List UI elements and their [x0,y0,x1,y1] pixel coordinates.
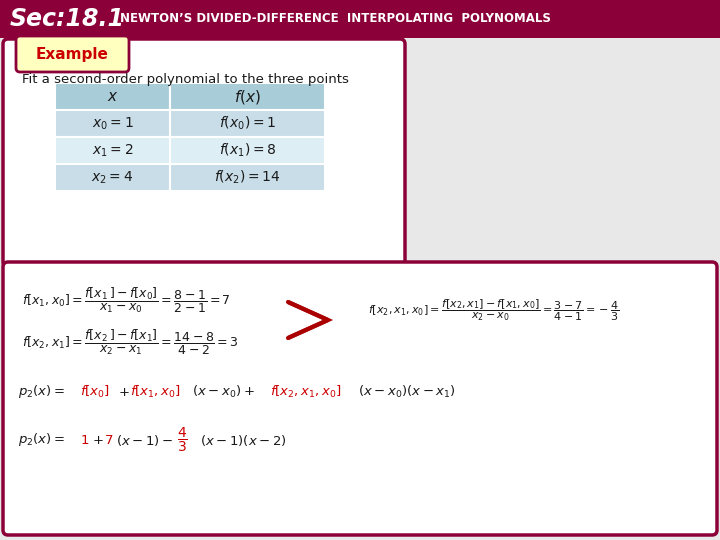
Bar [55,110,170,137]
Text: Sec:18.1: Sec:18.1 [10,7,125,31]
Text: $+ $: $+ $ [118,386,130,399]
Text: $f(x_2){=}14$: $f(x_2){=}14$ [215,169,281,186]
Text: $f(x)$: $f(x)$ [234,87,261,105]
Text: $f(x_1){=}8$: $f(x_1){=}8$ [219,142,276,159]
Bar [170,137,325,164]
Text: $f[x_2,x_1,x_0]$: $f[x_2,x_1,x_0]$ [270,384,342,400]
Bar [170,83,325,110]
Text: Example: Example [35,46,109,62]
Text: $p_2(x) = $: $p_2(x) = $ [18,383,65,401]
Text: $f(x_0){=}1$: $f(x_0){=}1$ [219,115,276,132]
Text: NEWTON’S DIVIDED-DIFFERENCE  INTERPOLATING  POLYNOMALS: NEWTON’S DIVIDED-DIFFERENCE INTERPOLATIN… [120,12,551,25]
Text: $f[x_2,x_1]=\dfrac{f[x_2\,]-f[x_1]}{x_2-x_1}=\dfrac{14-8}{4-2}=3$: $f[x_2,x_1]=\dfrac{f[x_2\,]-f[x_1]}{x_2-… [22,327,239,356]
Bar [55,164,170,191]
Text: $p_2(x) = $: $p_2(x) = $ [18,431,65,449]
Text: $x_1{=}2$: $x_1{=}2$ [91,143,133,159]
Text: $(x-x_0)(x-x_1)$: $(x-x_0)(x-x_1)$ [358,384,456,400]
Text: $f[x_0]$: $f[x_0]$ [80,384,110,400]
Bar [0,0,720,38]
Text: $(x-x_0) + $: $(x-x_0) + $ [192,384,255,400]
Text: $x_2{=}4$: $x_2{=}4$ [91,170,134,186]
Bar [55,83,170,110]
Text: $(x-1)(x-2)$: $(x-1)(x-2)$ [200,433,287,448]
Bar [55,137,170,164]
Text: $1$: $1$ [80,434,89,447]
Text: $(x-1) - $: $(x-1) - $ [116,433,173,448]
Text: $f[x_1,x_0]=\dfrac{f[x_1\,]-f[x_0]}{x_1-x_0}=\dfrac{8-1}{2-1}=7$: $f[x_1,x_0]=\dfrac{f[x_1\,]-f[x_0]}{x_1-… [22,286,231,315]
Text: $f[x_2,x_1,x_0]=\dfrac{f[x_2,x_1]-f[x_1,x_0]}{x_2-x_0}=\dfrac{3-7}{4-1}=-\dfrac{: $f[x_2,x_1,x_0]=\dfrac{f[x_2,x_1]-f[x_1,… [368,297,619,323]
Text: $7$: $7$ [104,434,113,447]
Text: $x_0{=}1$: $x_0{=}1$ [91,116,133,132]
Text: $x$: $x$ [107,89,118,104]
Text: Fit a second-order polynomial to the three points: Fit a second-order polynomial to the thr… [22,73,349,86]
FancyBboxPatch shape [16,36,129,72]
Text: $+ $: $+ $ [92,434,104,447]
FancyBboxPatch shape [3,39,405,267]
Bar [170,110,325,137]
FancyBboxPatch shape [3,262,717,535]
Text: $\dfrac{4}{3}$: $\dfrac{4}{3}$ [177,426,188,454]
Bar [170,164,325,191]
Text: $f[x_1,x_0]$: $f[x_1,x_0]$ [130,384,181,400]
